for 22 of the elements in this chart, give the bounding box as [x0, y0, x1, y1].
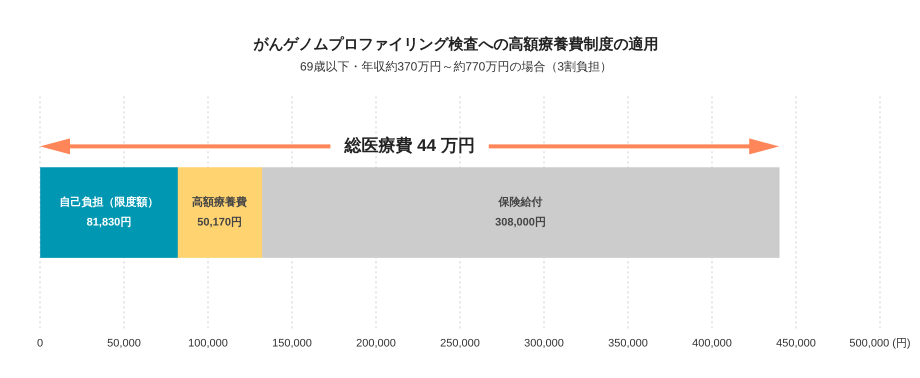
data-label: 308,000円 [495, 216, 546, 229]
chart-title: がんゲノムプロファイリング検査への高額療養費制度の適用 [252, 35, 658, 54]
x-tick-label: 450,000 [776, 337, 816, 350]
chart-subtitle: 69歳以下・年収約370万円～約770万円の場合（3割負担） [300, 60, 612, 74]
bar [40, 167, 178, 258]
x-tick-label: 400,000 [692, 337, 732, 350]
x-tick-label: 100,000 [188, 337, 228, 350]
x-tick-label: 50,000 [107, 337, 141, 350]
x-tick-label: 0 [36, 337, 44, 350]
x-tick-label: 500,000 (円) [849, 337, 911, 350]
data-label: 50,170円 [197, 216, 242, 229]
x-tick-label: 250,000 [440, 337, 480, 350]
bar [177, 167, 262, 258]
x-tick-label: 150,000 [272, 337, 312, 350]
x-tick-label: 300,000 [524, 337, 564, 350]
x-tick-label: 200,000 [356, 337, 396, 350]
x-tick-label: 350,000 [608, 337, 648, 350]
series-label: 高額療養費 [192, 196, 248, 209]
annotation: 総医療費 44 万円 [343, 136, 475, 156]
data-label: 81,830円 [86, 216, 132, 229]
series-label: 保険給付 [497, 196, 542, 209]
series-label: 自己負担（限度額） [59, 196, 158, 209]
